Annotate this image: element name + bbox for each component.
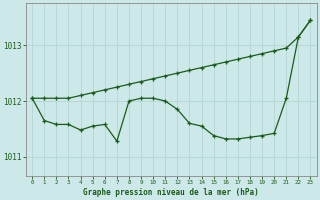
X-axis label: Graphe pression niveau de la mer (hPa): Graphe pression niveau de la mer (hPa)	[84, 188, 259, 197]
